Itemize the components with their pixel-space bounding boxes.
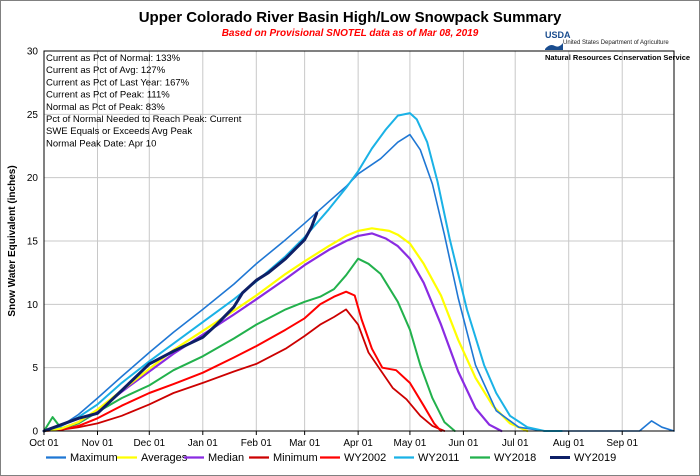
legend: Maximum Averages Median Minimum WY2002 WY2011… bbox=[46, 452, 616, 464]
stat-line: Current as Pct of Last Year: 167% bbox=[46, 77, 190, 88]
x-tick-label: Sep 01 bbox=[606, 438, 638, 449]
series-line-wy2002 bbox=[43, 290, 442, 432]
x-tick-label: Mar 01 bbox=[289, 438, 321, 449]
series-line-median bbox=[42, 232, 503, 433]
legend-entry: Median bbox=[208, 452, 244, 464]
y-axis-ticks: 0 5 10 15 20 25 30 bbox=[27, 47, 39, 438]
legend-entry: Maximum bbox=[70, 452, 118, 464]
nrcs-name-text: Natural Resources Conservation Service bbox=[545, 53, 691, 62]
usda-leaf-icon bbox=[545, 43, 563, 50]
x-tick-label: Nov 01 bbox=[82, 438, 114, 449]
legend-entry: WY2019 bbox=[574, 452, 616, 464]
plot-area-border bbox=[43, 50, 675, 432]
series-lines bbox=[42, 112, 675, 433]
x-tick-label: Oct 01 bbox=[29, 438, 59, 449]
x-tick-label: Aug 01 bbox=[553, 438, 585, 449]
chart-subtitle: Based on Provisional SNOTEL data as of M… bbox=[221, 28, 479, 39]
x-tick-label: Apr 01 bbox=[343, 438, 373, 449]
stat-line: Current as Pct of Avg: 127% bbox=[46, 65, 166, 76]
y-tick-label: 30 bbox=[27, 47, 39, 58]
series-line-wy2019 bbox=[42, 211, 319, 433]
stats-box: Current as Pct of Normal: 133%Current as… bbox=[46, 53, 242, 149]
series-line-maximum bbox=[43, 133, 675, 432]
legend-entry: WY2002 bbox=[344, 452, 386, 464]
x-tick-label: May 01 bbox=[394, 438, 427, 449]
stat-line: SWE Equals or Exceeds Avg Peak bbox=[46, 126, 192, 137]
x-tick-label: Jun 01 bbox=[448, 438, 478, 449]
legend-entry: Averages bbox=[141, 452, 188, 464]
x-tick-label: Jul 01 bbox=[502, 438, 529, 449]
legend-entry: WY2018 bbox=[494, 452, 536, 464]
x-tick-label: Jan 01 bbox=[188, 438, 218, 449]
stat-line: Current as Pct of Normal: 133% bbox=[46, 53, 181, 64]
y-tick-label: 0 bbox=[32, 427, 38, 438]
usda-department-text: United States Department of Agriculture bbox=[563, 40, 669, 46]
y-tick-label: 5 bbox=[32, 363, 38, 374]
stat-line: Pct of Normal Needed to Reach Peak: Curr… bbox=[46, 114, 242, 125]
x-axis-ticks: Oct 01 Nov 01 Dec 01 Jan 01 Feb 01 Mar 01 Apr … bbox=[29, 431, 639, 449]
chart-title: Upper Colorado River Basin High/Low Snow… bbox=[138, 9, 562, 26]
stat-line: Current as Pct of Peak: 111% bbox=[46, 90, 170, 101]
stat-line: Normal Peak Date: Apr 10 bbox=[46, 138, 156, 149]
series-line-wy2011 bbox=[43, 112, 563, 432]
y-tick-label: 25 bbox=[27, 110, 39, 121]
x-tick-label: Feb 01 bbox=[241, 438, 273, 449]
stat-line: Normal as Pct of Peak: 83% bbox=[46, 102, 165, 113]
y-tick-label: 15 bbox=[27, 237, 39, 248]
y-tick-label: 20 bbox=[27, 173, 39, 184]
legend-entry: Minimum bbox=[273, 452, 318, 464]
y-tick-label: 10 bbox=[27, 300, 39, 311]
usda-logo-text: USDA bbox=[545, 30, 571, 40]
y-axis-label: Snow Water Equivalent (inches) bbox=[7, 165, 18, 316]
x-tick-label: Dec 01 bbox=[133, 438, 165, 449]
legend-entry: WY2011 bbox=[418, 452, 459, 464]
series-line-minimum bbox=[43, 308, 446, 432]
usda-nrcs-logo: USDA United States Department of Agricul… bbox=[545, 30, 695, 66]
